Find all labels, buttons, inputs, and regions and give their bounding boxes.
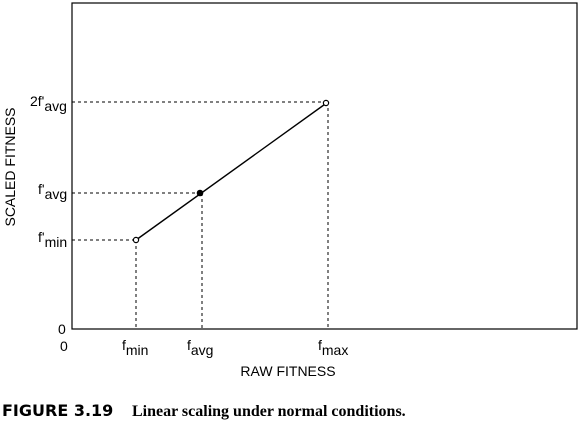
point-avg bbox=[196, 189, 204, 197]
x-origin-label: 0 bbox=[60, 338, 68, 354]
caption-text: Linear scaling under normal conditions. bbox=[132, 403, 406, 420]
y-origin-label: 0 bbox=[58, 321, 66, 337]
y-tick-favg: f'avg bbox=[38, 181, 67, 202]
scaling-line bbox=[135, 101, 329, 241]
caption-number: FIGURE 3.19 bbox=[2, 401, 113, 420]
y-tick-two-favg: 2f'avg bbox=[30, 93, 67, 114]
y-tick-fmin: f'min bbox=[38, 229, 67, 250]
x-tick-fmax: fmax bbox=[318, 337, 348, 358]
point-min bbox=[132, 236, 140, 244]
y-axis-title: SCALED FITNESS bbox=[2, 107, 18, 226]
x-axis-title: RAW FITNESS bbox=[240, 363, 335, 379]
plot-frame bbox=[71, 2, 578, 330]
x-tick-favg: favg bbox=[187, 337, 213, 358]
x-tick-fmin: fmin bbox=[122, 337, 148, 358]
point-max bbox=[322, 99, 330, 107]
